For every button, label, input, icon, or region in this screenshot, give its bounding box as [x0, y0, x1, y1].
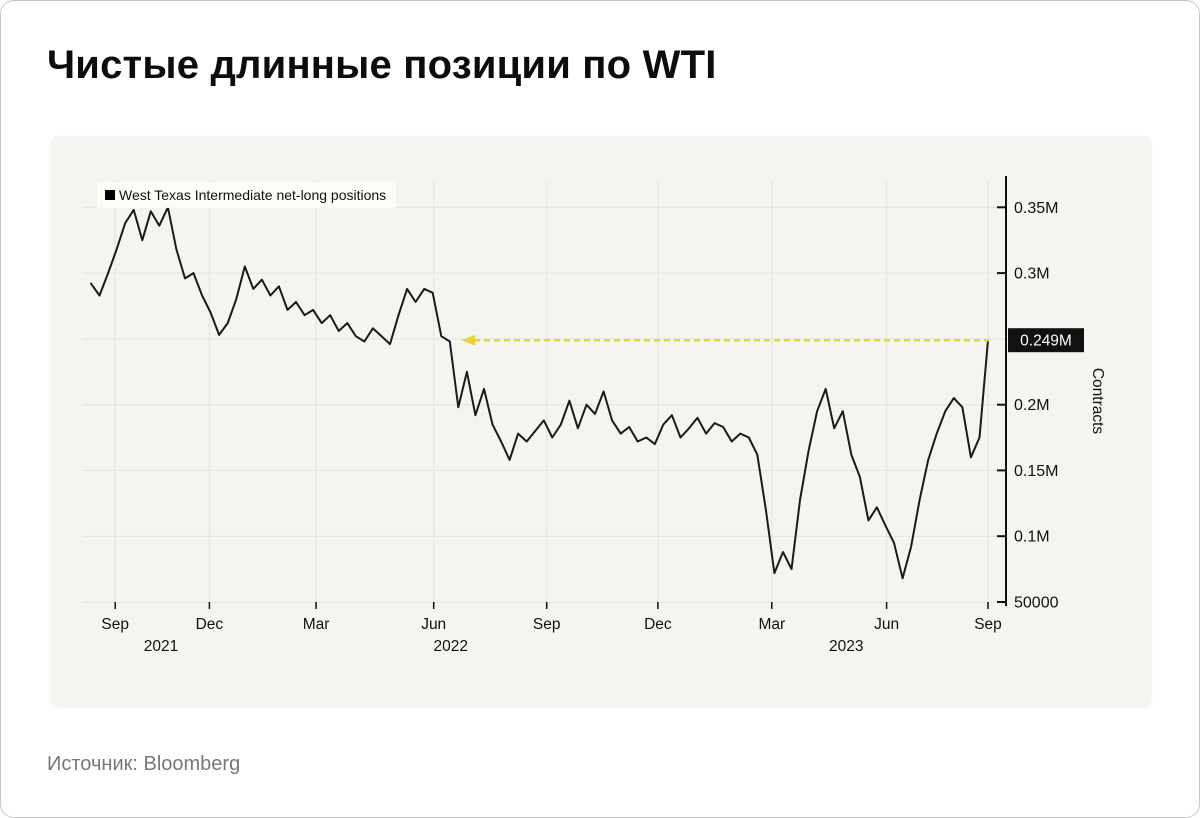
- chart-legend: West Texas Intermediate net-long positio…: [97, 182, 397, 208]
- current-value-label: 0.249M: [1020, 333, 1072, 350]
- year-label: 2022: [433, 638, 467, 655]
- x-tick-label: Sep: [533, 616, 561, 633]
- x-tick-label: Sep: [101, 616, 129, 633]
- x-tick-label: Dec: [196, 616, 224, 633]
- year-label: 2021: [144, 638, 178, 655]
- x-tick-label: Dec: [644, 616, 672, 633]
- page-title: Чистые длинные позиции по WTI: [47, 43, 717, 87]
- x-tick-label: Sep: [974, 616, 1002, 633]
- x-tick-label: Mar: [758, 616, 785, 633]
- x-tick-label: Jun: [421, 616, 446, 633]
- legend-label: West Texas Intermediate net-long positio…: [119, 187, 387, 203]
- y-tick-label: 50000: [1014, 595, 1059, 612]
- source-note: Источник: Bloomberg: [47, 753, 241, 775]
- annotation-arrowhead-icon: [461, 334, 475, 346]
- y-tick-label: 0.35M: [1014, 200, 1058, 217]
- current-value-badge: [1008, 328, 1084, 353]
- year-label: 2023: [829, 638, 863, 655]
- y-axis-title: Contracts: [1089, 368, 1106, 435]
- chart-card: West Texas Intermediate net-long positio…: [51, 136, 1151, 706]
- chart-svg: 0.35M 0.3M 0.2M 0.15M 0.1M 50000 0.249M Sep Dec M…: [83, 176, 1106, 655]
- x-tick-label: Jun: [874, 616, 899, 633]
- y-tick-label: 0.2M: [1014, 397, 1050, 414]
- series-line: [90, 206, 989, 580]
- y-tick-label: 0.3M: [1014, 266, 1050, 283]
- legend-swatch-icon: [105, 190, 115, 200]
- x-tick-label: Mar: [303, 616, 330, 633]
- y-tick-label: 0.15M: [1014, 463, 1058, 480]
- y-tick-label: 0.1M: [1014, 529, 1050, 546]
